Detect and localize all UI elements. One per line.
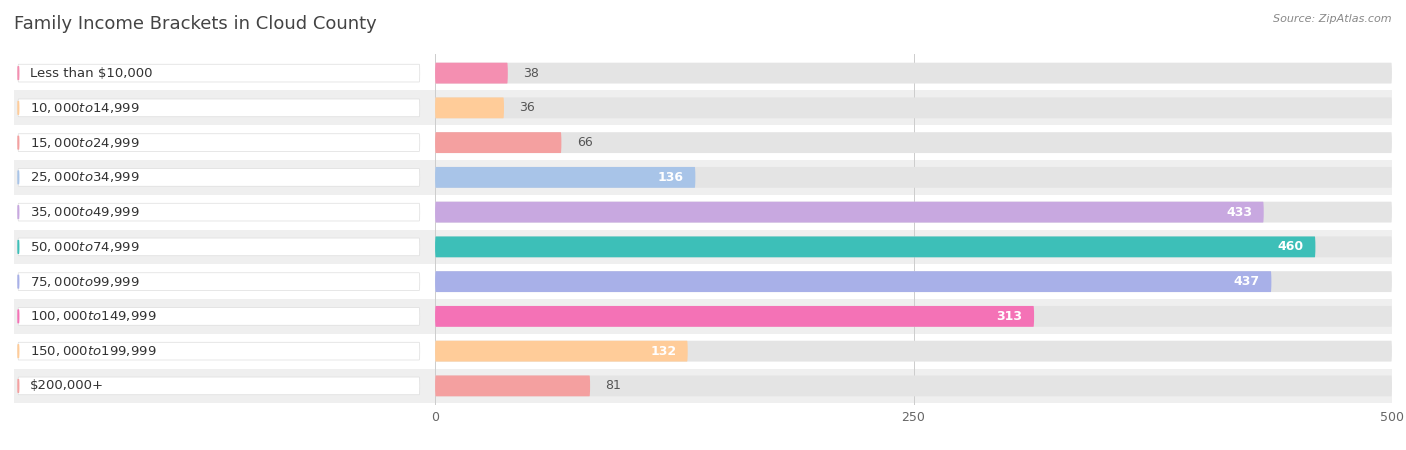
FancyBboxPatch shape: [18, 203, 420, 221]
FancyBboxPatch shape: [434, 132, 1392, 153]
Text: Source: ZipAtlas.com: Source: ZipAtlas.com: [1274, 14, 1392, 23]
Text: $15,000 to $24,999: $15,000 to $24,999: [30, 135, 141, 149]
FancyBboxPatch shape: [434, 341, 688, 361]
Text: Family Income Brackets in Cloud County: Family Income Brackets in Cloud County: [14, 15, 377, 33]
Text: 313: 313: [997, 310, 1022, 323]
Text: Less than $10,000: Less than $10,000: [30, 67, 153, 80]
FancyBboxPatch shape: [434, 341, 1392, 361]
FancyBboxPatch shape: [434, 63, 1392, 84]
FancyBboxPatch shape: [18, 342, 420, 360]
Bar: [0, 230, 1406, 264]
FancyBboxPatch shape: [434, 236, 1392, 257]
Bar: [0, 160, 1406, 195]
FancyBboxPatch shape: [434, 236, 1316, 257]
FancyBboxPatch shape: [18, 377, 420, 395]
FancyBboxPatch shape: [434, 167, 696, 188]
Text: 437: 437: [1234, 275, 1260, 288]
Text: $10,000 to $14,999: $10,000 to $14,999: [30, 101, 141, 115]
FancyBboxPatch shape: [18, 64, 420, 82]
FancyBboxPatch shape: [434, 202, 1392, 223]
FancyBboxPatch shape: [434, 98, 503, 118]
FancyBboxPatch shape: [434, 202, 1264, 223]
Bar: [0, 334, 1406, 369]
Text: $75,000 to $99,999: $75,000 to $99,999: [30, 274, 141, 288]
FancyBboxPatch shape: [434, 306, 1033, 327]
Text: 132: 132: [650, 345, 676, 358]
FancyBboxPatch shape: [18, 168, 420, 186]
Bar: [0, 369, 1406, 403]
Text: $25,000 to $34,999: $25,000 to $34,999: [30, 171, 141, 184]
Text: 81: 81: [606, 379, 621, 392]
FancyBboxPatch shape: [434, 98, 1392, 118]
Text: 433: 433: [1226, 206, 1253, 219]
FancyBboxPatch shape: [434, 271, 1392, 292]
Text: 66: 66: [576, 136, 592, 149]
FancyBboxPatch shape: [434, 132, 561, 153]
Text: $150,000 to $199,999: $150,000 to $199,999: [30, 344, 156, 358]
FancyBboxPatch shape: [18, 134, 420, 152]
FancyBboxPatch shape: [18, 307, 420, 325]
FancyBboxPatch shape: [434, 167, 1392, 188]
Text: 36: 36: [519, 101, 536, 114]
Text: 136: 136: [658, 171, 683, 184]
Bar: [0, 56, 1406, 90]
Bar: [0, 299, 1406, 334]
Bar: [0, 90, 1406, 125]
FancyBboxPatch shape: [434, 63, 508, 84]
FancyBboxPatch shape: [434, 271, 1271, 292]
FancyBboxPatch shape: [18, 238, 420, 256]
Bar: [0, 125, 1406, 160]
Text: $100,000 to $149,999: $100,000 to $149,999: [30, 310, 156, 324]
FancyBboxPatch shape: [434, 375, 591, 396]
Bar: [0, 195, 1406, 230]
Text: $35,000 to $49,999: $35,000 to $49,999: [30, 205, 141, 219]
Text: 38: 38: [523, 67, 538, 80]
FancyBboxPatch shape: [434, 306, 1392, 327]
FancyBboxPatch shape: [434, 375, 1392, 396]
Bar: [0, 264, 1406, 299]
Text: $50,000 to $74,999: $50,000 to $74,999: [30, 240, 141, 254]
FancyBboxPatch shape: [18, 273, 420, 291]
FancyBboxPatch shape: [18, 99, 420, 117]
Text: $200,000+: $200,000+: [30, 379, 104, 392]
Text: 460: 460: [1278, 240, 1303, 253]
